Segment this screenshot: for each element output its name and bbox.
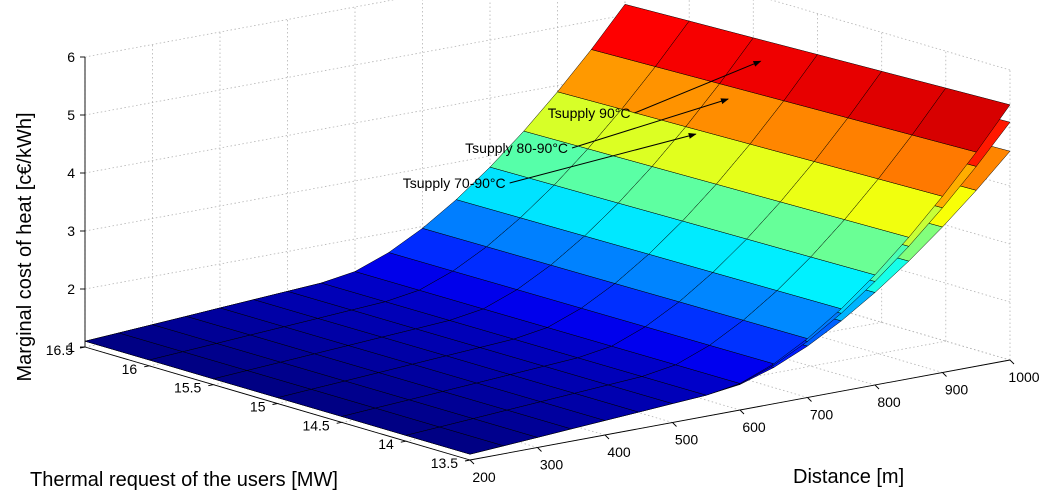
y-tick-label: 15.5	[174, 380, 201, 396]
x-tick-mark	[739, 409, 745, 415]
x-tick-label: 200	[472, 469, 496, 485]
x-tick-mark	[807, 397, 812, 402]
annotations: Tsupply 90°C Tsupply 80-90°C Tsupply 70-90…	[403, 60, 762, 191]
surface-patches	[84, 4, 1011, 455]
surface-patch	[911, 87, 1011, 153]
annotation-arrow	[571, 98, 729, 149]
y-tick-label: 16	[122, 361, 138, 377]
x-tick-label: 800	[877, 394, 901, 410]
y-tick-label: 13.5	[431, 455, 458, 471]
y-tick-mark	[272, 403, 278, 405]
x-tick-label: 700	[810, 407, 834, 423]
z-tick-label: 2	[67, 281, 75, 297]
x-tick-mark	[537, 447, 542, 452]
y-tick-label: 14	[378, 436, 394, 452]
grid-line-side-z	[770, 0, 1011, 71]
x-tick-mark	[604, 434, 610, 440]
x-tick-mark	[672, 422, 677, 427]
x-tick-mark	[942, 372, 947, 377]
y-tick-mark	[336, 421, 342, 424]
annotation-label: Tsupply 70-90°C	[403, 175, 506, 191]
y-tick-mark	[144, 365, 150, 368]
z-tick-label: 6	[67, 49, 75, 65]
z-axis-title: Marginal cost of heat [c€/kWh]	[14, 112, 36, 381]
x-tick-label: 900	[945, 382, 969, 398]
x-tick-mark	[469, 459, 475, 465]
tick-labels: 200300400500600700800900100013.51414.515…	[46, 49, 1040, 485]
y-tick-mark	[400, 440, 406, 443]
annotation-arrow	[509, 132, 697, 184]
y-tick-mark	[464, 459, 471, 462]
z-tick-label: 5	[67, 107, 75, 123]
x-axis-title: Distance [m]	[793, 466, 904, 488]
y-tick-mark	[208, 384, 214, 387]
z-tick-label: 4	[67, 165, 75, 181]
y-tick-label: 14.5	[302, 417, 329, 433]
annotation-label: Tsupply 80-90°C	[465, 140, 568, 156]
axes	[79, 56, 1015, 465]
x-tick-label: 400	[607, 444, 631, 460]
y-tick-label: 15	[250, 399, 266, 415]
x-tick-label: 1000	[1008, 369, 1039, 385]
x-tick-label: 600	[742, 419, 766, 435]
annotation-label: Tsupply 90°C	[548, 105, 631, 121]
annotation-arrow	[634, 60, 762, 114]
z-tick-label: 1	[67, 339, 75, 355]
x-tick-label: 500	[675, 432, 699, 448]
x-tick-label: 300	[540, 457, 564, 473]
x-tick-mark	[1009, 359, 1015, 365]
y-tick-label: 16.5	[46, 342, 73, 358]
z-tick-label: 3	[67, 223, 75, 239]
x-tick-mark	[874, 384, 880, 390]
y-axis-title: Thermal request of the users [MW]	[30, 469, 338, 491]
